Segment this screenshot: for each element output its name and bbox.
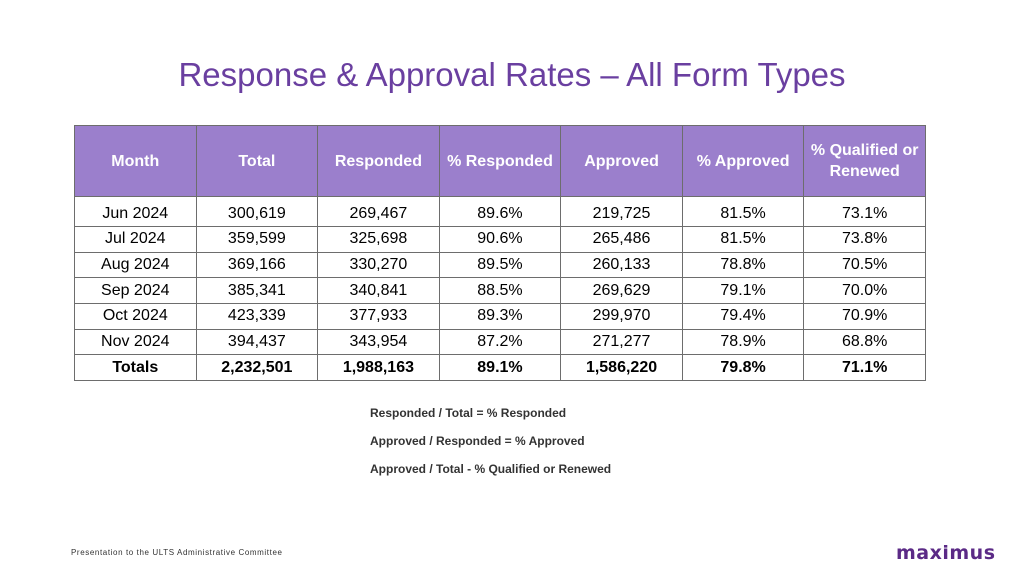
table-row: Oct 2024 423,339 377,933 89.3% 299,970 7… — [74, 303, 926, 330]
formula-pct-approved: Approved / Responded = % Approved — [370, 434, 585, 448]
cell-pct-approved: 79.4% — [681, 303, 805, 330]
table-row: Jun 2024 300,619 269,467 89.6% 219,725 8… — [74, 196, 926, 227]
table-row: Nov 2024 394,437 343,954 87.2% 271,277 7… — [74, 328, 926, 356]
cell-responded: 340,841 — [317, 277, 440, 305]
cell-pct-approved: 78.9% — [681, 328, 805, 356]
header-pct-approved: % Approved — [681, 125, 805, 197]
cell-total: 423,339 — [195, 303, 319, 330]
cell-approved: 260,133 — [560, 251, 683, 279]
cell-pct-approved: 81.5% — [681, 196, 805, 227]
cell-approved: 299,970 — [560, 303, 683, 330]
cell-month: Aug 2024 — [74, 251, 197, 279]
cell-responded: 325,698 — [317, 226, 440, 253]
totals-responded: 1,988,163 — [317, 354, 440, 382]
cell-pct-responded: 87.2% — [438, 328, 562, 356]
cell-approved: 271,277 — [560, 328, 683, 356]
cell-pct-approved: 81.5% — [681, 226, 805, 253]
header-total: Total — [195, 125, 319, 197]
totals-approved: 1,586,220 — [560, 354, 683, 382]
cell-total: 300,619 — [195, 196, 319, 227]
cell-total: 359,599 — [195, 226, 319, 253]
totals-pct-approved: 79.8% — [681, 354, 805, 382]
formula-pct-qualified: Approved / Total - % Qualified or Renewe… — [370, 462, 612, 476]
table-row: Aug 2024 369,166 330,270 89.5% 260,133 7… — [74, 251, 926, 279]
cell-month: Jul 2024 — [74, 226, 197, 253]
rates-table: Month Total Responded % Responded Approv… — [74, 125, 926, 382]
cell-pct-responded: 90.6% — [438, 226, 562, 253]
table-row: Jul 2024 359,599 325,698 90.6% 265,486 8… — [74, 226, 926, 253]
cell-month: Oct 2024 — [74, 303, 197, 330]
cell-month: Sep 2024 — [74, 277, 197, 305]
cell-approved: 265,486 — [560, 226, 683, 253]
header-pct-qualified: % Qualified or Renewed — [803, 125, 926, 197]
table-header-row: Month Total Responded % Responded Approv… — [74, 125, 926, 197]
cell-pct-qualified: 70.0% — [803, 277, 926, 305]
cell-total: 385,341 — [195, 277, 319, 305]
page-title: Response & Approval Rates – All Form Typ… — [178, 56, 846, 93]
cell-responded: 269,467 — [317, 196, 440, 227]
cell-pct-qualified: 70.5% — [803, 251, 926, 279]
cell-responded: 377,933 — [317, 303, 440, 330]
header-month: Month — [74, 125, 197, 197]
header-pct-responded: % Responded — [438, 125, 562, 197]
formula-pct-responded: Responded / Total = % Responded — [370, 406, 567, 420]
cell-pct-responded: 88.5% — [438, 277, 562, 305]
totals-row: Totals 2,232,501 1,988,163 89.1% 1,586,2… — [74, 354, 926, 382]
cell-total: 369,166 — [195, 251, 319, 279]
cell-pct-qualified: 68.8% — [803, 328, 926, 356]
cell-pct-approved: 78.8% — [681, 251, 805, 279]
totals-pct-qualified: 71.1% — [803, 354, 926, 382]
formula-notes: Responded / Total = % Responded Approved… — [370, 405, 611, 489]
cell-pct-responded: 89.6% — [438, 196, 562, 227]
cell-pct-approved: 79.1% — [681, 277, 805, 305]
cell-pct-responded: 89.3% — [438, 303, 562, 330]
cell-approved: 219,725 — [560, 196, 683, 227]
cell-pct-qualified: 70.9% — [803, 303, 926, 330]
cell-responded: 330,270 — [317, 251, 440, 279]
table-row: Sep 2024 385,341 340,841 88.5% 269,629 7… — [74, 277, 926, 305]
cell-responded: 343,954 — [317, 328, 440, 356]
cell-pct-qualified: 73.8% — [803, 226, 926, 253]
totals-total: 2,232,501 — [195, 354, 319, 382]
cell-month: Jun 2024 — [74, 196, 197, 227]
cell-month: Nov 2024 — [74, 328, 197, 356]
cell-pct-qualified: 73.1% — [803, 196, 926, 227]
cell-total: 394,437 — [195, 328, 319, 356]
cell-pct-responded: 89.5% — [438, 251, 562, 279]
footer-text: Presentation to the ULTS Administrative … — [71, 548, 283, 557]
totals-pct-responded: 89.1% — [438, 354, 562, 382]
cell-approved: 269,629 — [560, 277, 683, 305]
maximus-logo: maximus — [896, 542, 996, 564]
totals-label: Totals — [74, 354, 197, 382]
header-responded: Responded — [317, 125, 440, 197]
header-approved: Approved — [560, 125, 683, 197]
